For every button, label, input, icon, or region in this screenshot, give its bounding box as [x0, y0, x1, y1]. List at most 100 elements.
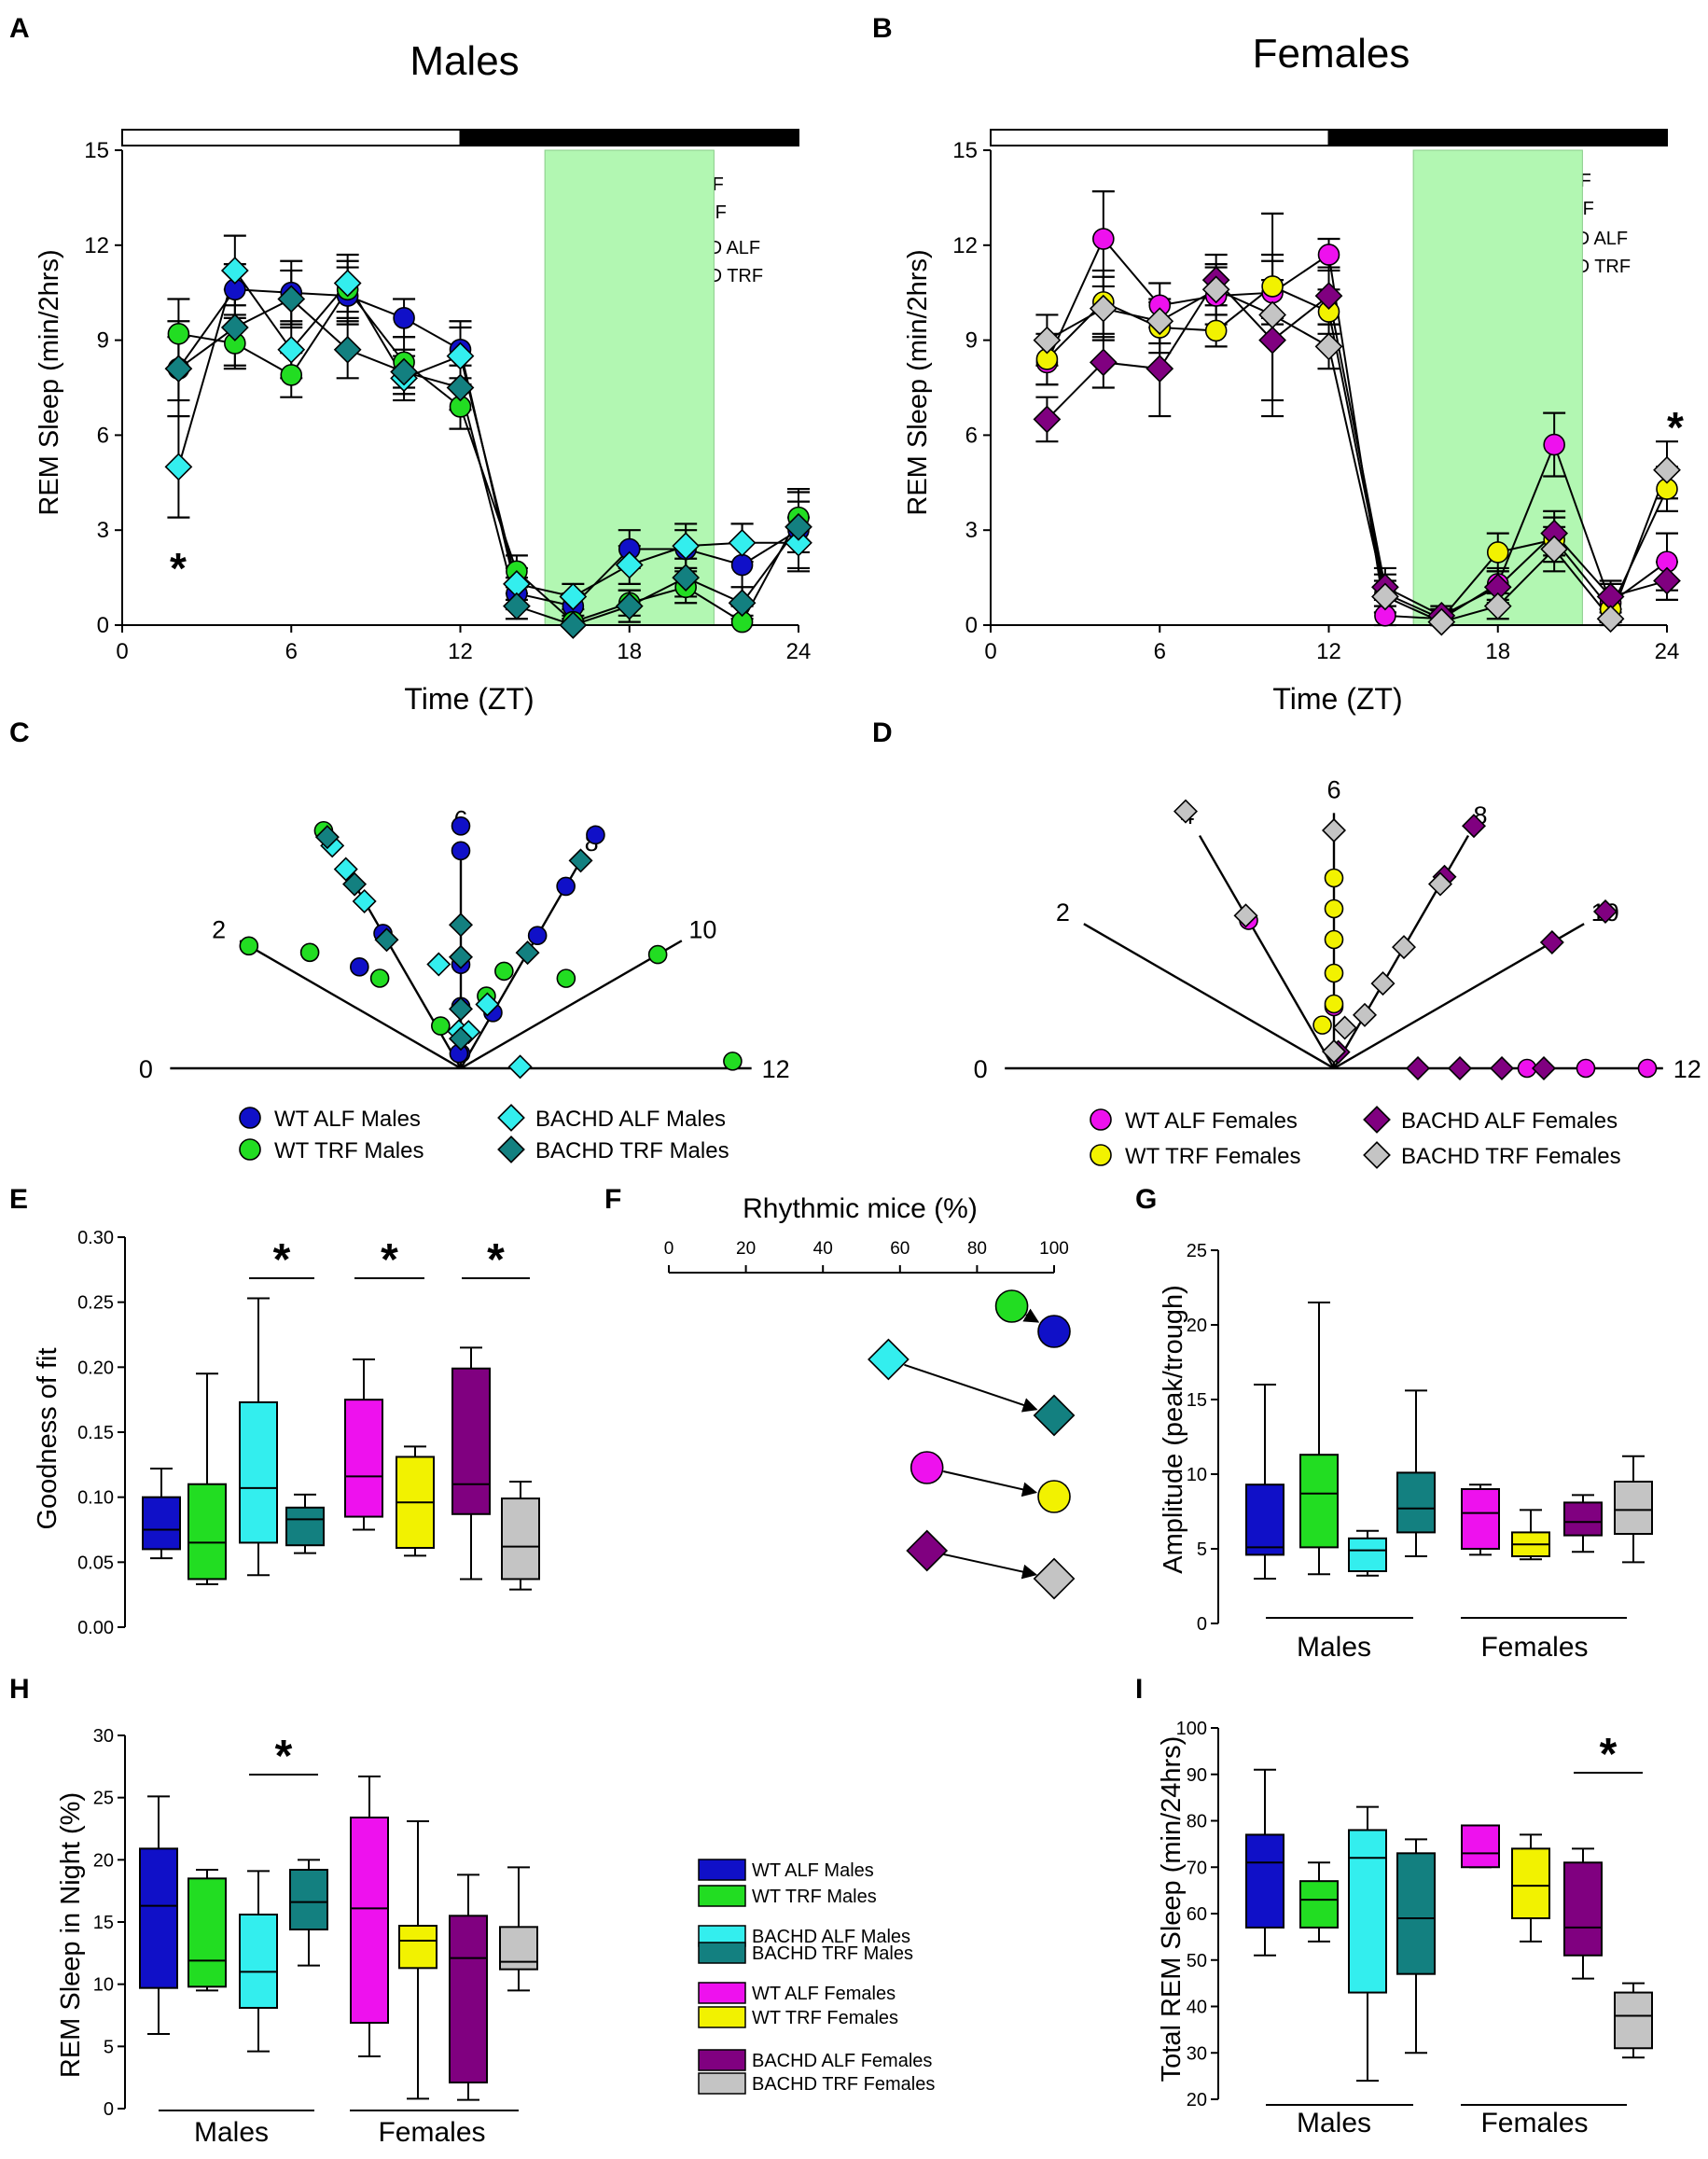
panel-h-box-wt-trf-females: [398, 1925, 437, 1970]
y-tick-label: 10: [1187, 1465, 1207, 1485]
panel-b-bachd-trf-point: [1483, 592, 1512, 620]
panel-d-bachd-trf-females-point: [1332, 1015, 1357, 1040]
legend-marker-wt-trf-females: [1090, 1144, 1112, 1166]
panel-d-bachd-trf-females-point: [1427, 871, 1453, 897]
panel-c-spoke-zt10: [460, 940, 683, 1070]
legend-label-bachd-trf-females: BACHD TRF Females: [752, 2074, 935, 2095]
panel-b-bachd-trf-point: [1427, 607, 1456, 636]
y-tick-label: 0.15: [77, 1423, 114, 1443]
panel-c-letter: C: [9, 717, 30, 748]
panel-d-hour-label: 6: [1326, 775, 1340, 803]
panel-c-bachd-alf-males-point: [426, 952, 451, 977]
panel-b-title: Females: [1253, 31, 1410, 77]
legend-label-bachd-trf-males: BACHD TRF Males: [535, 1138, 729, 1163]
panel-e-box-wt-trf-males: [187, 1483, 227, 1581]
panel-b-ylabel: REM Sleep (min/2hrs): [903, 249, 933, 515]
legend-label-bachd-alf-males: BACHD ALF Males: [535, 1107, 726, 1132]
panel-i-chart: 20 30 40 50 60 70 80 90 100 *: [1176, 1719, 1653, 2110]
panel-a-xlabel: Time (ZT): [404, 682, 534, 716]
panel-d-bachd-trf-females-point: [1391, 935, 1417, 960]
legend-swatch-bachd-trf-males: [698, 1942, 746, 1964]
y-tick-label: 100: [1176, 1719, 1207, 1739]
panel-c-bachd-trf-males-point: [448, 1026, 474, 1052]
panel-c-bachd-trf-males-point: [515, 940, 540, 966]
panel-h-box-wt-trf-males: [187, 1877, 227, 1988]
panel-c-wt-alf-males-point: [586, 825, 605, 845]
panel-g-box-wt-alf-females: [1461, 1488, 1500, 1550]
panel-a-star: *: [170, 544, 187, 592]
panel-c-wt-trf-males-point: [431, 1016, 451, 1036]
panel-c-bachd-alf-males-point: [352, 888, 377, 913]
panel-c-bachd-trf-males-point: [568, 848, 593, 873]
y-tick-label: 20: [93, 1850, 114, 1871]
x-tick-label: 24: [786, 639, 812, 664]
panel-d-wt-trf-females-point: [1312, 1015, 1332, 1035]
x-tick-label: 60: [890, 1239, 910, 1259]
panel-d-spoke-zt2: [1083, 923, 1335, 1070]
panel-f-point-bachd-alf-males: [868, 1338, 910, 1381]
panel-f-arrow-bachd-trf-females: [943, 1553, 1038, 1580]
x-tick-label: 100: [1039, 1239, 1069, 1259]
panel-c-hour-label: 12: [762, 1055, 790, 1083]
panel-a-bachd-trf-point: [390, 357, 418, 386]
panel-i-box-bachd-trf-females: [1614, 1991, 1653, 2050]
y-tick-label: 0: [104, 2099, 114, 2120]
legend-label-wt-trf-females: WT TRF Females: [1125, 1144, 1300, 1169]
legend-marker-bachd-alf-females: [1363, 1106, 1391, 1134]
panel-b-chart: 0 3 6 9 12 15 0 6 12 18 24: [952, 129, 1681, 664]
panel-c-hour-label: 2: [212, 915, 226, 943]
panel-a-bachd-trf-point: [503, 592, 531, 620]
x-tick-label: 18: [1485, 639, 1510, 664]
panel-a-dark-bar: [459, 129, 799, 146]
panel-a-bachd-alf-point: [220, 257, 249, 285]
panel-b-bachd-trf-point: [1314, 332, 1343, 361]
panel-b-bachd-trf-point: [1371, 582, 1399, 611]
panel-c-bachd-trf-males-point: [314, 825, 340, 850]
panel-b-bachd-trf-point: [1540, 535, 1569, 564]
x-tick-label: 20: [736, 1239, 756, 1259]
panel-e-ylabel: Goodness of fit: [33, 1347, 62, 1529]
panel-a-light-bar: [121, 129, 462, 146]
panel-a-letter: A: [9, 13, 30, 44]
panel-c-bachd-trf-males-point: [448, 912, 474, 938]
y-tick-label: 0.30: [77, 1228, 114, 1248]
panel-b-bachd-trf-point: [1653, 455, 1681, 484]
panel-f-point-wt-trf-males: [994, 1289, 1029, 1323]
panel-a-bachd-trf-point: [672, 564, 701, 592]
panel-g-box-bachd-trf-females: [1614, 1481, 1653, 1535]
y-tick-label: 15: [84, 138, 109, 163]
y-tick-label: 10: [93, 1975, 114, 1996]
panel-a-bachd-trf-point: [220, 313, 249, 341]
legend-label-wt-alf-females: WT ALF Females: [1125, 1108, 1298, 1134]
panel-b-wt-trf-point: [1261, 275, 1284, 298]
panel-g-box-bachd-alf-males: [1348, 1537, 1387, 1573]
legend-label-wt-trf-males: WT TRF Males: [752, 1887, 877, 1907]
panel-a-bachd-alf-point: [615, 550, 644, 579]
y-tick-label: 60: [1187, 1904, 1207, 1925]
panel-d-legend: WT ALF Females WT TRF Females BACHD ALF Fe…: [1090, 1106, 1621, 1169]
panel-a-title: Males: [410, 38, 519, 84]
y-tick-label: 0.10: [77, 1488, 114, 1509]
panel-a-bachd-alf-point: [672, 532, 701, 561]
panel-a-bachd-trf-point: [164, 355, 193, 383]
panel-a-bachd-alf-point: [559, 582, 588, 611]
x-tick-label: 12: [448, 639, 473, 664]
panel-d-wt-trf-females-point: [1324, 963, 1344, 983]
panel-a-wt-alf-point: [730, 553, 754, 577]
x-tick-label: 80: [967, 1239, 987, 1259]
panel-i-box-wt-alf-males: [1245, 1833, 1284, 1929]
legend-label-wt-trf-males: WT TRF Males: [274, 1138, 424, 1163]
y-tick-label: 0.05: [77, 1553, 114, 1573]
panel-c-wt-trf-males-point: [494, 961, 514, 982]
panel-f-arrow-bachd-trf-males: [904, 1363, 1038, 1413]
panel-a-bachd-trf-point: [277, 285, 306, 313]
panel-a-bachd-trf-point: [785, 512, 812, 541]
x-tick-label: 6: [285, 639, 298, 664]
y-tick-label: 6: [97, 423, 109, 448]
panel-a-bachd-trf-point: [559, 611, 588, 639]
y-tick-label: 3: [965, 518, 978, 543]
panel-g-ylabel: Amplitude (peak/trough): [1159, 1285, 1188, 1574]
panel-d-hour-label: 12: [1673, 1055, 1701, 1083]
panel-e-box-wt-alf-females: [344, 1399, 383, 1518]
